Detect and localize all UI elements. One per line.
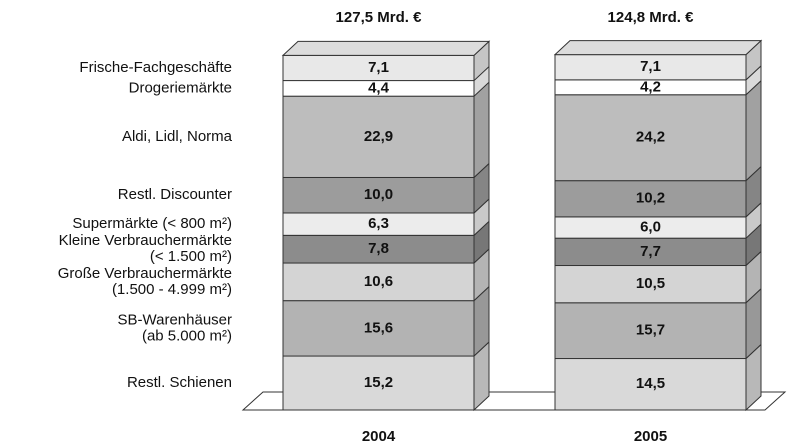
legend-label: Restl. Schienen bbox=[127, 374, 232, 391]
x-tick-label: 2005 bbox=[634, 428, 667, 445]
bar-segment bbox=[554, 358, 747, 411]
legend-label: Drogeriemärkte bbox=[129, 79, 232, 96]
total-label: 127,5 Mrd. € bbox=[336, 9, 423, 26]
value-label: 15,7 bbox=[636, 322, 665, 339]
legend-label: Aldi, Lidl, Norma bbox=[122, 128, 233, 145]
legend-label: SB-Warenhäuser (ab 5.000 m²) bbox=[118, 311, 233, 344]
value-label: 4,4 bbox=[368, 79, 390, 96]
value-label: 7,1 bbox=[368, 59, 389, 76]
legend-label: Große Verbrauchermärkte (1.500 - 4.999 m²… bbox=[58, 265, 232, 298]
bar-segment bbox=[554, 54, 747, 81]
value-label: 10,2 bbox=[636, 190, 665, 207]
value-label: 4,2 bbox=[640, 78, 661, 95]
total-label: 124,8 Mrd. € bbox=[608, 9, 695, 26]
value-label: 24,2 bbox=[636, 129, 665, 146]
value-label: 6,0 bbox=[640, 218, 661, 235]
value-label: 10,6 bbox=[364, 273, 393, 290]
bar-top bbox=[553, 40, 763, 56]
value-label: 7,1 bbox=[640, 58, 661, 75]
value-label: 15,2 bbox=[364, 374, 393, 391]
value-label: 10,5 bbox=[636, 275, 665, 292]
bar-side bbox=[745, 79, 762, 182]
bar-segment bbox=[554, 237, 747, 267]
bar-segment bbox=[282, 95, 475, 178]
value-label: 14,5 bbox=[636, 375, 665, 392]
bar-segment bbox=[554, 265, 747, 304]
value-label: 10,0 bbox=[364, 186, 393, 203]
value-label: 7,8 bbox=[368, 240, 389, 257]
bar-segment bbox=[282, 54, 475, 82]
x-tick-label: 2004 bbox=[362, 428, 396, 445]
value-label: 7,7 bbox=[640, 243, 661, 260]
value-label: 22,9 bbox=[364, 128, 393, 145]
value-label: 15,6 bbox=[364, 319, 393, 336]
bar-top bbox=[281, 40, 491, 56]
legend-label: Frische-Fachgeschäfte bbox=[79, 59, 232, 76]
bar-side bbox=[473, 81, 490, 179]
legend-label: Supermärkte (< 800 m²) bbox=[72, 215, 232, 232]
value-label: 6,3 bbox=[368, 215, 389, 232]
legend-label: Restl. Discounter bbox=[118, 186, 232, 203]
bar-segment bbox=[282, 355, 475, 411]
legend-label: Kleine Verbrauchermärkte (< 1.500 m²) bbox=[59, 232, 232, 265]
bar-segment bbox=[282, 234, 475, 264]
